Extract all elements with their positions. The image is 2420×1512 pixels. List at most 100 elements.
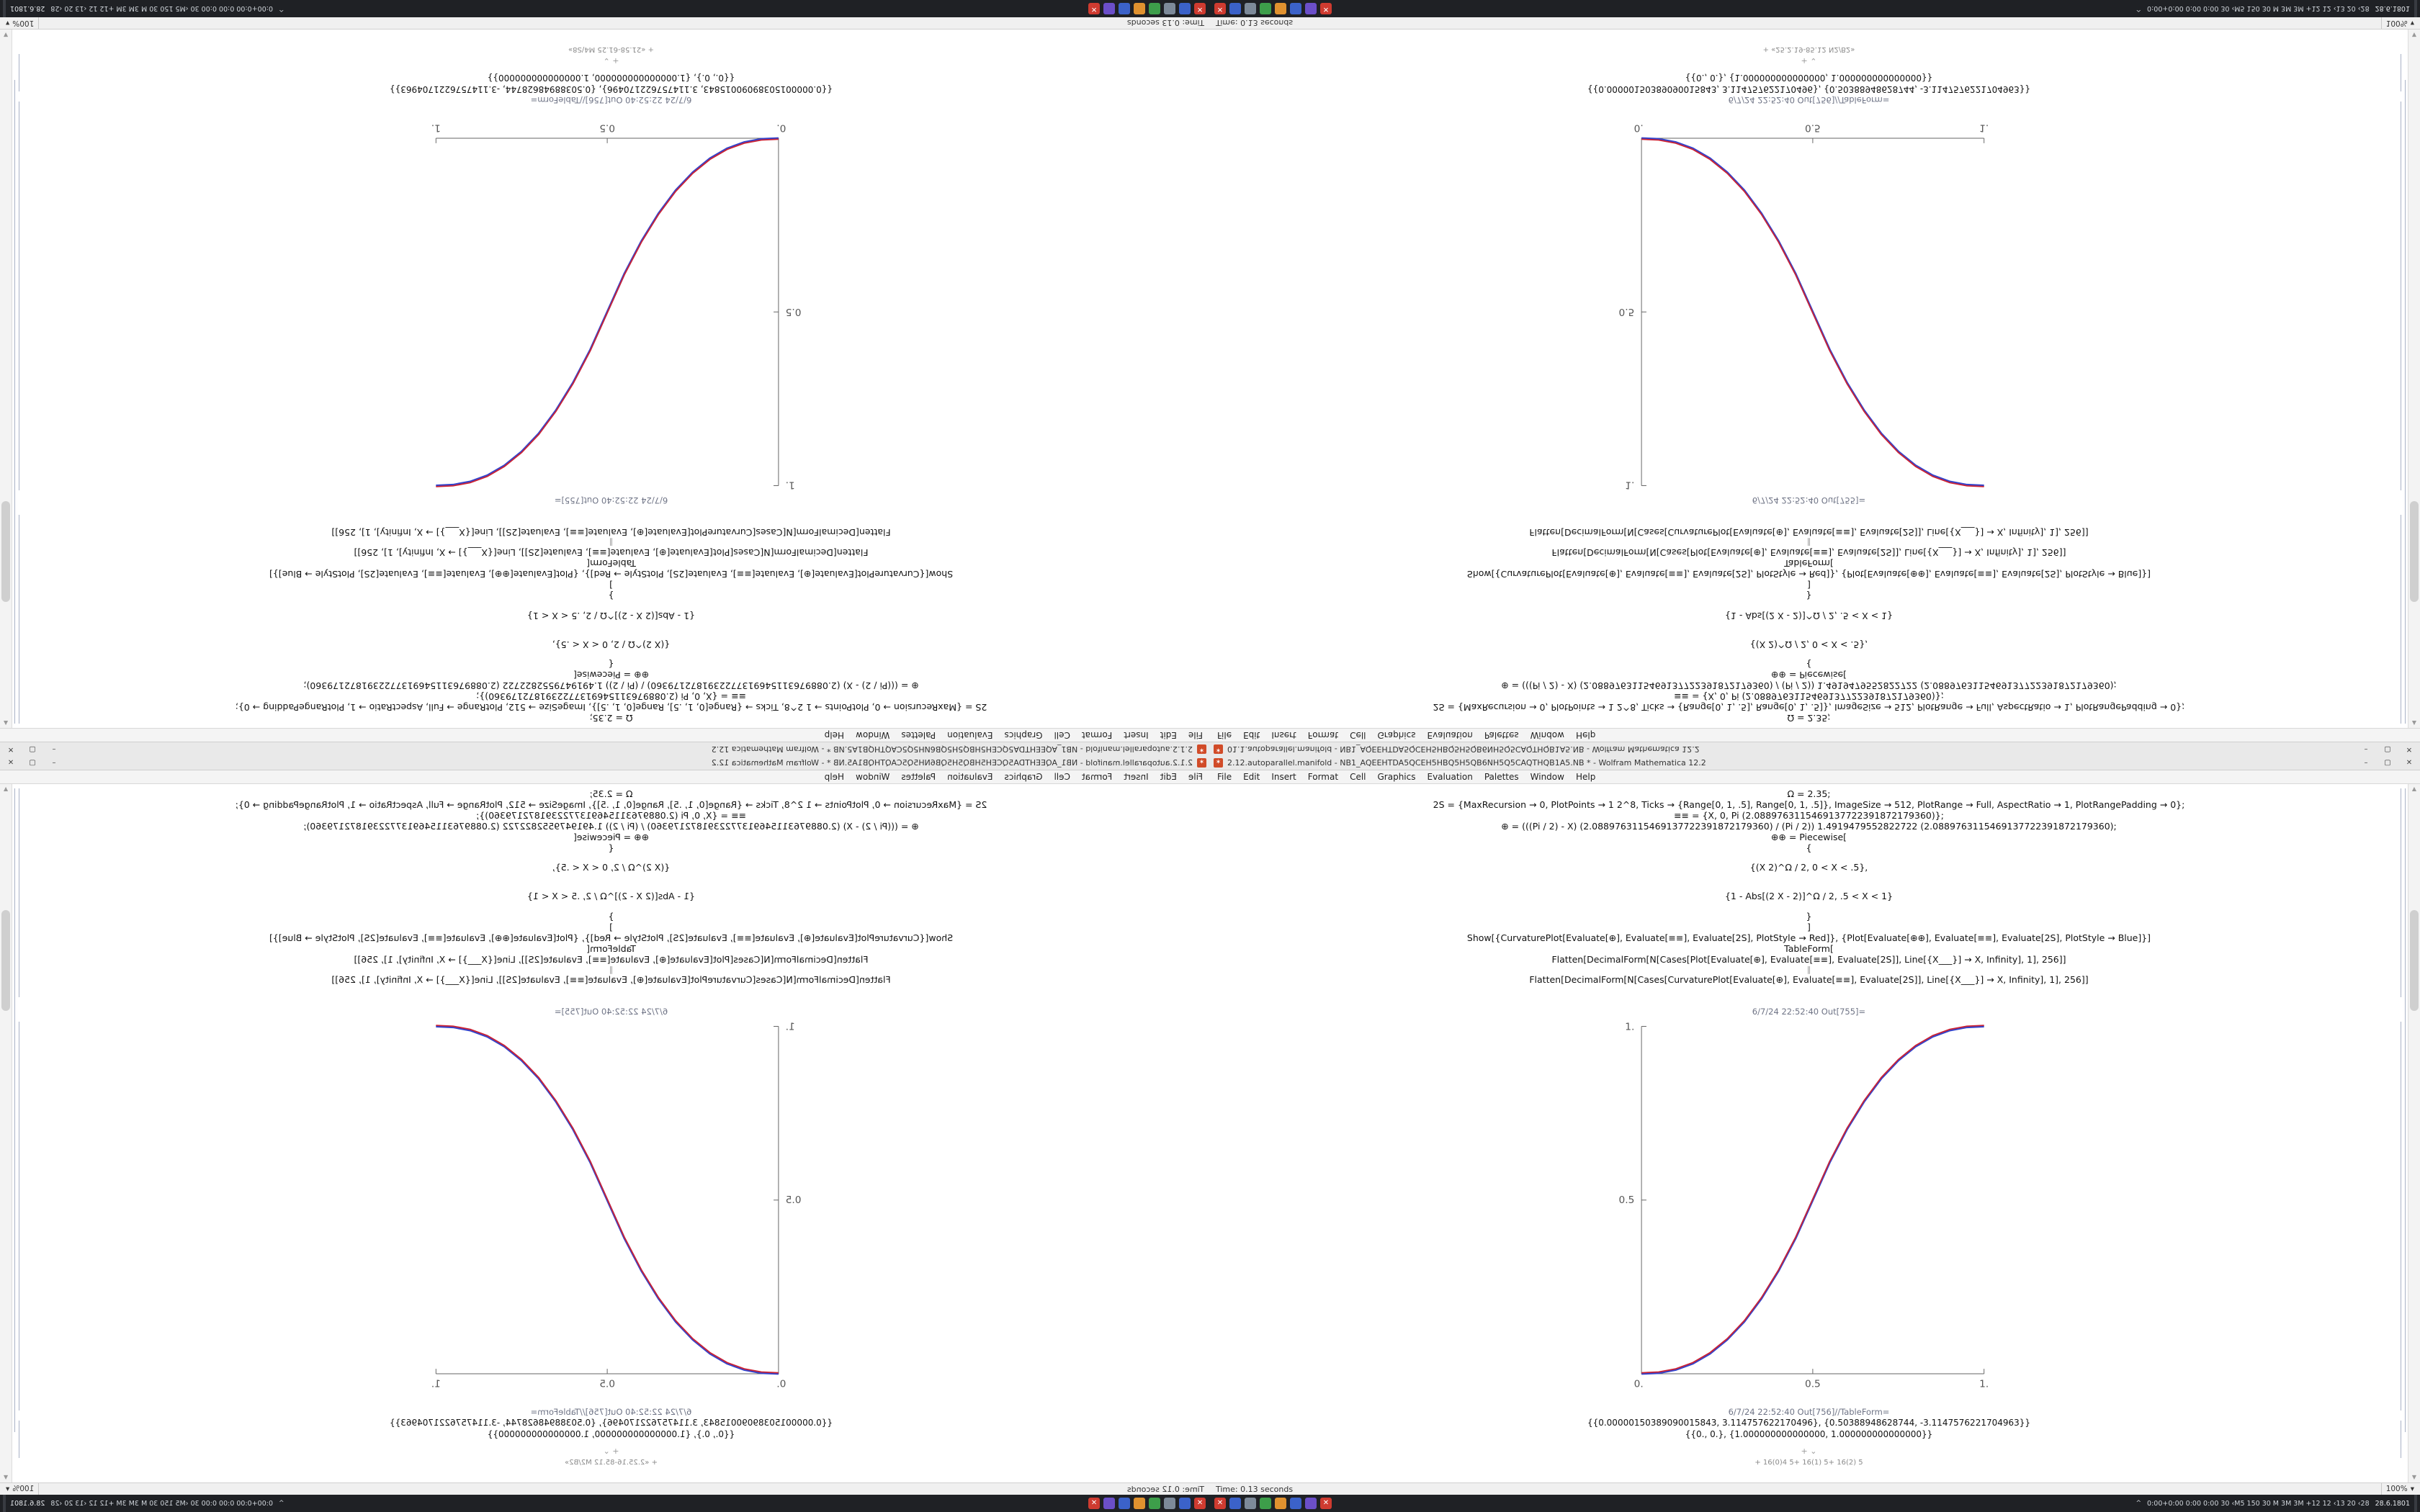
cell-bracket-outer[interactable]: [14, 80, 15, 724]
taskbar-icon-purple[interactable]: [1305, 3, 1317, 14]
scroll-down-arrow[interactable]: ▼: [3, 32, 9, 38]
menu-item[interactable]: Format: [1307, 772, 1339, 782]
taskbar-icon-green[interactable]: [1149, 1498, 1160, 1509]
menu-item[interactable]: Edit: [1243, 772, 1260, 782]
vertical-scrollbar[interactable]: ▲ ▼: [2408, 30, 2420, 728]
input-cell-group[interactable]: Ω = 2.35; 2S = {MaxRecursion → 0, PlotPoi…: [12, 527, 1210, 724]
menu-item[interactable]: Help: [1575, 772, 1596, 782]
code-line[interactable]: Flatten[DecimalForm[N[Cases[CurvaturePlo…: [331, 974, 891, 985]
zoom-control[interactable]: 100% ▾: [1, 1483, 40, 1495]
menu-item[interactable]: Palettes: [901, 730, 936, 740]
maximize-button[interactable]: ▢: [2384, 759, 2391, 767]
menu-item[interactable]: Window: [856, 730, 890, 740]
close-button[interactable]: ✕: [2406, 759, 2413, 767]
menu-item[interactable]: Format: [1081, 730, 1113, 740]
code-line[interactable]: ≡≡ = {X, 0, Pi (2.0889763115469137722391…: [1674, 810, 1944, 821]
minimize-button[interactable]: –: [52, 745, 56, 753]
tray-clock[interactable]: 28.6.1801: [10, 4, 45, 13]
menu-item[interactable]: Window: [1530, 772, 1564, 782]
code-line[interactable]: Ω = 2.35;: [1787, 713, 1831, 724]
taskbar-icon-grey[interactable]: [1245, 1498, 1256, 1509]
taskbar-icon-green[interactable]: [1260, 3, 1271, 14]
taskbar-icon-red-close-2[interactable]: ✕: [1088, 1498, 1100, 1509]
taskbar-icon-red-close-2[interactable]: ✕: [1320, 3, 1332, 14]
taskbar-icon-red-close-2[interactable]: ✕: [1088, 3, 1100, 14]
menu-item[interactable]: Help: [1575, 730, 1596, 740]
menu-item[interactable]: Help: [824, 772, 845, 782]
notebook-area[interactable]: Ω = 2.35; 2S = {MaxRecursion → 0, PlotPoi…: [1210, 30, 2420, 728]
code-line[interactable]: Show[{CurvaturePlot[Evaluate[⊕], Evaluat…: [1466, 569, 2151, 580]
tray-clock[interactable]: 28.6.1801: [10, 1499, 45, 1508]
menu-item[interactable]: Graphics: [1377, 772, 1416, 782]
taskbar-icon-blue-1[interactable]: [1179, 1498, 1191, 1509]
taskbar-icon-blue-1[interactable]: [1229, 1498, 1241, 1509]
menu-item[interactable]: Insert: [1271, 772, 1296, 782]
code-line[interactable]: ≡≡ = {X, 0, Pi (2.0889763115469137722391…: [476, 810, 746, 821]
scroll-down-arrow[interactable]: ▼: [2411, 1474, 2417, 1480]
cell-bracket-outer[interactable]: [14, 788, 15, 1432]
menu-item[interactable]: Help: [824, 730, 845, 740]
tray-chevron-icon[interactable]: ^: [2136, 1500, 2142, 1507]
taskbar-icon-blue-2[interactable]: [1290, 1498, 1301, 1509]
code-line[interactable]: ⊕ = (((Pi / 2) - X) (2.08897631154691377…: [1501, 680, 2117, 691]
minimize-button[interactable]: –: [52, 759, 56, 767]
code-line[interactable]: 2S = {MaxRecursion → 0, PlotPoints → 1 2…: [1433, 702, 2185, 713]
taskbar-icon-red-close-2[interactable]: ✕: [1320, 1498, 1332, 1509]
show-desktop-button[interactable]: [2414, 1495, 2417, 1512]
taskbar-icon-green[interactable]: [1260, 1498, 1271, 1509]
scroll-down-arrow[interactable]: ▼: [2411, 32, 2417, 38]
menu-item[interactable]: Evaluation: [1427, 730, 1473, 740]
code-line[interactable]: ]: [1807, 580, 1811, 590]
taskbar-icon-purple[interactable]: [1103, 3, 1115, 14]
taskbar-icon-blue-2[interactable]: [1119, 3, 1130, 14]
maximize-button[interactable]: ▢: [2384, 745, 2391, 753]
code-line[interactable]: ⊕⊕ = Piecewise[: [573, 832, 650, 842]
minimize-button[interactable]: –: [2364, 745, 2368, 753]
code-line[interactable]: Flatten[DecimalForm[N[Cases[Plot[Evaluat…: [354, 547, 869, 558]
scrollbar-thumb[interactable]: [1, 909, 10, 1011]
minimize-button[interactable]: –: [2364, 759, 2368, 767]
cell-insert-hint[interactable]: + ⌄: [1801, 56, 1817, 66]
menu-item[interactable]: Graphics: [1004, 730, 1043, 740]
code-line[interactable]: Flatten[DecimalForm[N[Cases[Plot[Evaluat…: [354, 954, 869, 965]
menu-item[interactable]: Evaluation: [947, 730, 993, 740]
code-line[interactable]: Flatten[DecimalForm[N[Cases[CurvaturePlo…: [1529, 974, 2089, 985]
code-line[interactable]: Flatten[DecimalForm[N[Cases[CurvaturePlo…: [331, 527, 891, 538]
code-line[interactable]: Ω = 2.35;: [1787, 788, 1831, 799]
menu-item[interactable]: Evaluation: [1427, 772, 1473, 782]
taskbar-icon-red-close-1[interactable]: ✕: [1194, 3, 1206, 14]
taskbar-icon-grey[interactable]: [1245, 3, 1256, 14]
taskbar-icon-grey[interactable]: [1164, 1498, 1175, 1509]
menu-item[interactable]: Insert: [1124, 730, 1149, 740]
taskbar-icon-blue-2[interactable]: [1290, 3, 1301, 14]
code-line[interactable]: ]: [609, 922, 613, 932]
vertical-scrollbar[interactable]: ▲ ▼: [0, 30, 12, 728]
cell-insert-hint[interactable]: + ⌄: [603, 1446, 619, 1456]
show-desktop-button[interactable]: [3, 1495, 6, 1512]
cell-bracket-outer[interactable]: [2405, 80, 2406, 724]
code-line[interactable]: }: [1806, 911, 1812, 922]
close-button[interactable]: ✕: [2406, 745, 2413, 753]
menu-item[interactable]: Palettes: [1484, 730, 1519, 740]
code-line[interactable]: Flatten[DecimalForm[N[Cases[CurvaturePlo…: [1529, 527, 2089, 538]
menu-item[interactable]: File: [1188, 772, 1203, 782]
code-line[interactable]: Ω = 2.35;: [589, 788, 633, 799]
menu-item[interactable]: File: [1188, 730, 1203, 740]
window-titlebar[interactable]: ✶ 01.1.autoparallel.manifold - NB1_AQEEH…: [1210, 742, 2420, 756]
scroll-up-arrow[interactable]: ▲: [3, 720, 9, 726]
code-line[interactable]: {: [608, 659, 614, 670]
menu-item[interactable]: Cell: [1350, 772, 1366, 782]
code-line[interactable]: ‖: [1806, 538, 1811, 547]
menu-item[interactable]: Graphics: [1377, 730, 1416, 740]
menu-item[interactable]: File: [1217, 772, 1232, 782]
taskbar-icon-blue-1[interactable]: [1229, 3, 1241, 14]
window-titlebar[interactable]: ✶ 2.1.2.autoparallel.manifold - NB1_AQEE…: [0, 742, 1210, 756]
code-line[interactable]: ≡≡ = {X, 0, Pi (2.0889763115469137722391…: [1674, 691, 1944, 702]
code-line[interactable]: Show[{CurvaturePlot[Evaluate[⊕], Evaluat…: [269, 932, 954, 943]
cell-bracket-outer[interactable]: [2405, 788, 2406, 1432]
window-titlebar[interactable]: ✶ 2.1.2.autoparallel.manifold - NB1_AQEE…: [0, 756, 1210, 770]
input-cell-group[interactable]: Ω = 2.35; 2S = {MaxRecursion → 0, PlotPoi…: [1210, 527, 2408, 724]
taskbar-icon-purple[interactable]: [1103, 1498, 1115, 1509]
menu-item[interactable]: Insert: [1271, 730, 1296, 740]
input-cell-group[interactable]: Ω = 2.35; 2S = {MaxRecursion → 0, PlotPoi…: [12, 788, 1210, 985]
